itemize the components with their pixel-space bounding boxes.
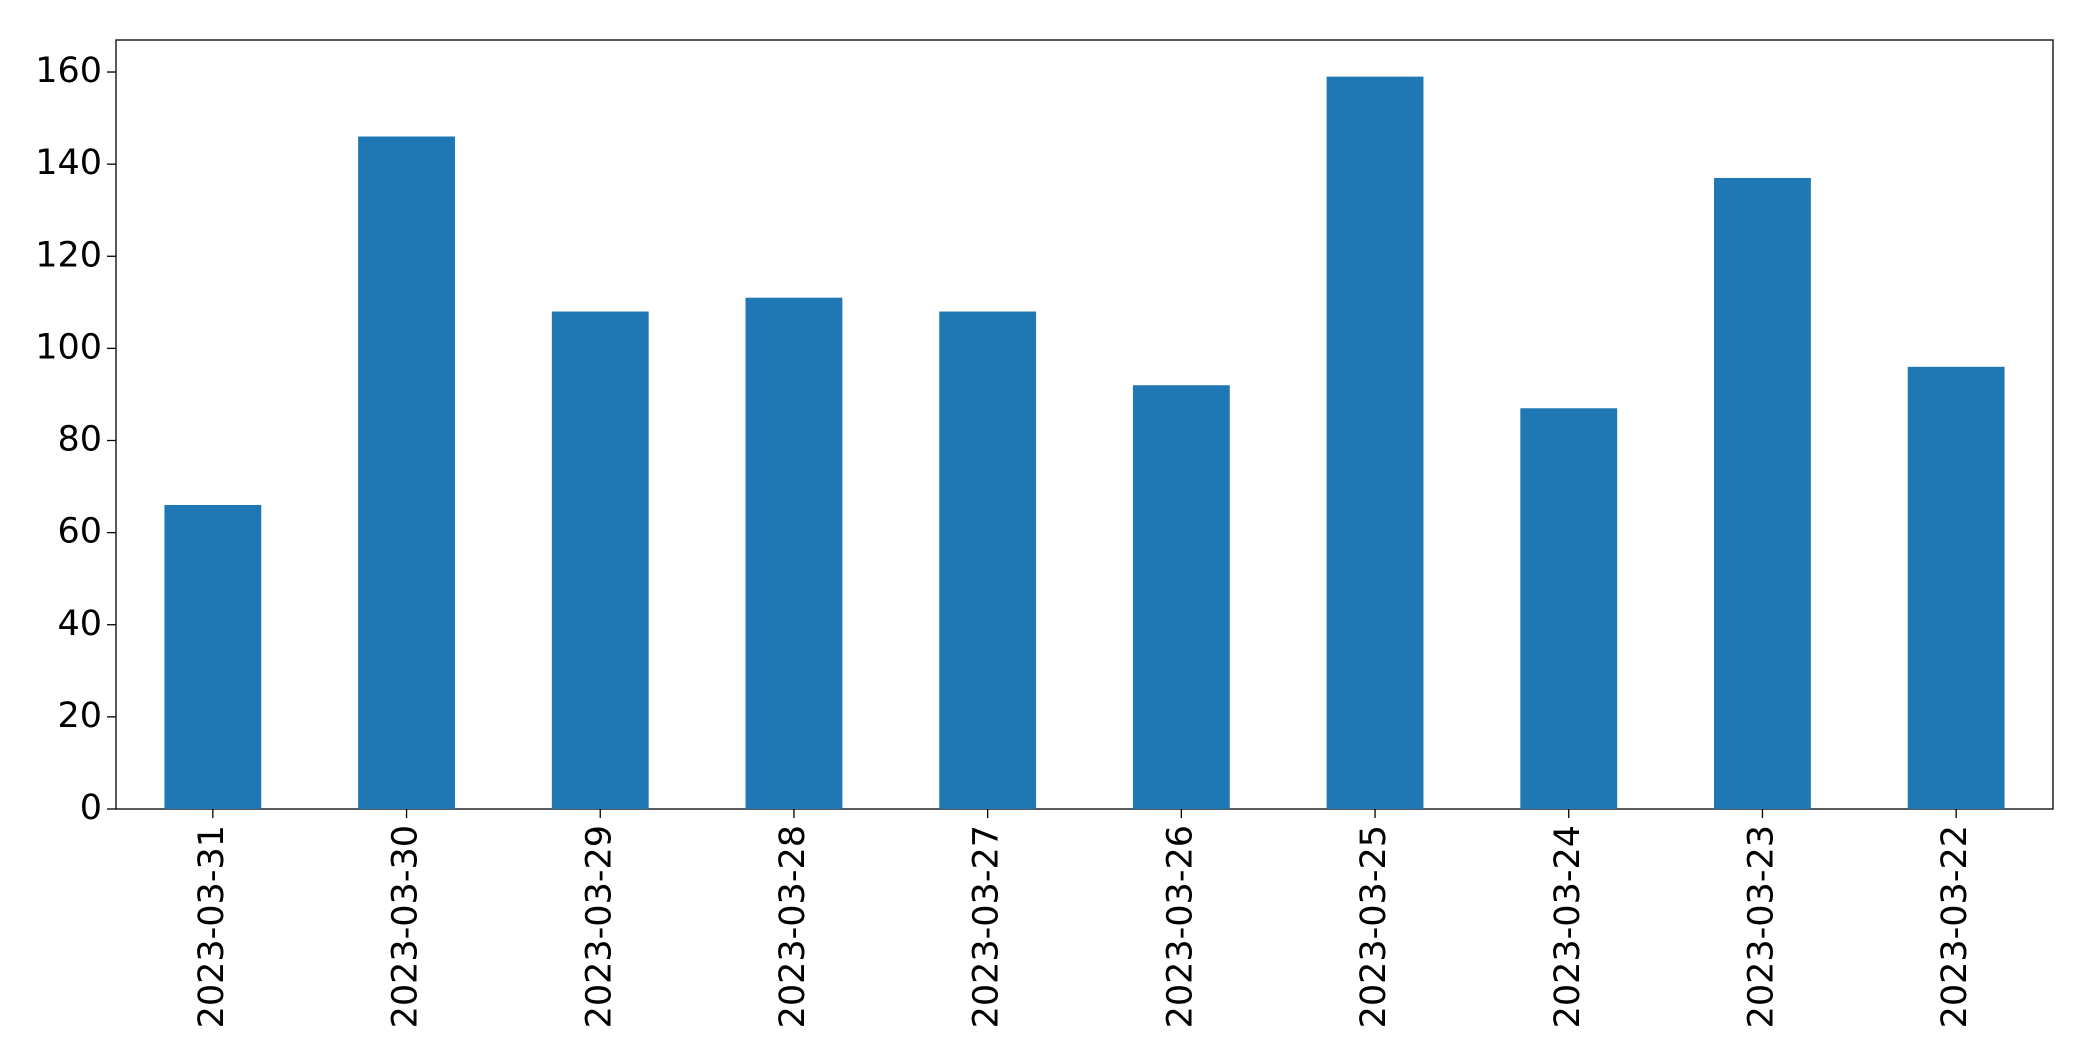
x-tick-label: 2023-03-29 [579,825,619,1028]
bar [1132,385,1230,809]
bar [939,311,1037,809]
bar [164,504,262,809]
plot-frame [115,39,2054,810]
y-tick-label: 40 [57,604,102,644]
x-tick-label: 2023-03-27 [967,825,1007,1028]
bar [1326,76,1424,810]
bar [1907,366,2005,809]
x-tick-label: 2023-03-31 [192,825,232,1028]
bar [1714,177,1811,809]
y-tick-label: 160 [35,51,102,91]
x-tick-label: 2023-03-30 [386,825,426,1028]
x-tick-label: 2023-03-22 [1935,825,1975,1028]
y-tick-label: 0 [80,788,102,828]
bar [1520,408,1618,809]
y-tick-label: 120 [35,235,102,275]
x-tick-label: 2023-03-24 [1548,825,1588,1028]
bar [551,311,649,809]
y-tick-label: 100 [35,327,102,367]
y-tick-label: 60 [57,512,102,552]
y-tick-label: 80 [57,420,102,460]
x-tick-label: 2023-03-26 [1160,825,1200,1028]
y-tick-label: 20 [57,696,102,736]
y-tick-label: 140 [35,143,102,183]
x-tick-label: 2023-03-23 [1741,825,1781,1028]
x-tick-label: 2023-03-28 [773,825,813,1028]
bar [358,136,455,809]
bar [745,297,843,809]
x-tick-label: 2023-03-25 [1354,825,1394,1028]
